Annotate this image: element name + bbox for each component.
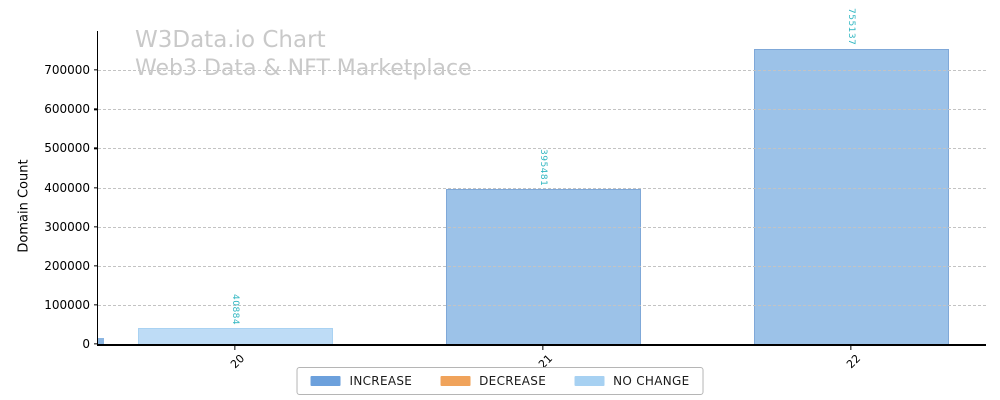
- legend-label: INCREASE: [349, 374, 413, 388]
- legend: INCREASE DECREASE NO CHANGE: [296, 367, 704, 395]
- y-tick-label: 700000: [44, 63, 90, 78]
- plot-area: 0 100000 200000 300000 400000 500000 600000 700…: [44, 8, 986, 371]
- gridline: [98, 265, 986, 267]
- x-tick-mark: [850, 346, 852, 350]
- legend-item: DECREASE: [440, 374, 546, 388]
- gridline: [98, 109, 986, 111]
- legend-item: NO CHANGE: [574, 374, 689, 388]
- y-tick-label: 500000: [44, 141, 90, 156]
- bar-category-20: [137, 328, 333, 344]
- x-tick-label: 20: [228, 352, 248, 372]
- y-tick-mark: [93, 147, 98, 150]
- bar-value-label: 395481: [538, 148, 548, 187]
- y-tick-label: 400000: [44, 180, 90, 195]
- x-tick-mark: [234, 346, 236, 350]
- y-tick-mark: [93, 304, 98, 306]
- gridline: [98, 187, 986, 189]
- legend-label: NO CHANGE: [613, 374, 690, 388]
- clipped-bar-fragment: [98, 338, 104, 344]
- gridline: [98, 148, 986, 150]
- y-tick-label: 600000: [44, 102, 90, 117]
- y-tick-mark: [93, 343, 98, 345]
- y-tick-label: 0: [82, 337, 90, 351]
- x-tick-label: 22: [844, 352, 864, 372]
- y-tick-mark: [93, 108, 98, 110]
- legend-swatch: [440, 376, 471, 386]
- bar-category-22: [753, 48, 949, 344]
- y-tick-mark: [93, 186, 98, 189]
- x-tick-mark: [542, 346, 544, 350]
- legend-swatch: [310, 376, 341, 386]
- y-tick-label: 200000: [44, 258, 90, 273]
- y-tick-mark: [93, 225, 98, 228]
- gridline: [98, 70, 986, 72]
- legend-item: INCREASE: [310, 374, 413, 388]
- y-tick-mark: [93, 265, 98, 267]
- gridline: [98, 226, 986, 228]
- gridline: [98, 304, 986, 306]
- bar-value-label: 40884: [230, 293, 240, 326]
- legend-label: DECREASE: [479, 374, 547, 388]
- y-tick-mark: [93, 69, 98, 71]
- y-axis-label: Domain Count: [16, 159, 32, 253]
- y-tick-label: 100000: [44, 297, 90, 312]
- y-tick-label: 300000: [44, 219, 90, 234]
- bar-value-label: 755137: [846, 8, 856, 46]
- legend-swatch: [574, 376, 605, 386]
